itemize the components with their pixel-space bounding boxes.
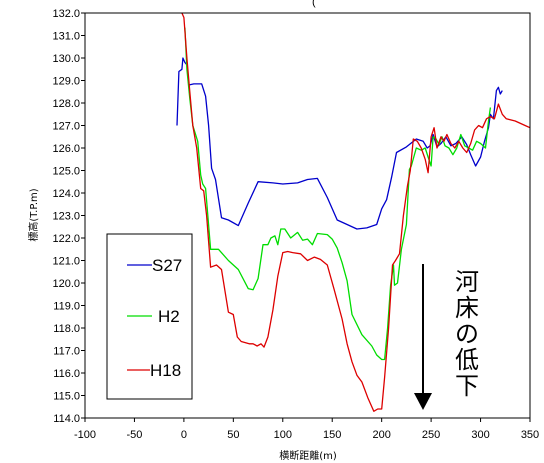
x-tick-label: 300: [471, 429, 489, 441]
y-tick-label: 119.0: [53, 301, 80, 313]
x-tick-label: 150: [323, 429, 341, 441]
down-arrow-icon: [414, 393, 432, 410]
series-line-h2: [184, 27, 492, 361]
y-axis-title: 標高(T.P.m): [27, 188, 40, 241]
plot-area-frame: [84, 12, 531, 419]
legend-label-s27: S27: [152, 256, 182, 275]
x-tick-label: 200: [372, 429, 390, 441]
y-tick-label: 118.0: [53, 323, 80, 335]
series-line-s27: [176, 57, 503, 230]
tick-marks: [81, 12, 531, 422]
x-tick-label: 100: [274, 429, 292, 441]
y-tick-label: 127.0: [52, 121, 80, 133]
y-tick-labels: 114.0 115.0 116.0 117.0 118.0 119.0 120.0 121.0…: [52, 8, 80, 425]
annotation-char: 床: [455, 294, 479, 322]
annotation-char: 河: [455, 268, 479, 296]
y-tick-label: 120.0: [52, 278, 80, 290]
x-tick-label: -100: [74, 429, 96, 441]
y-tick-label: 123.0: [52, 211, 80, 223]
y-tick-label: 131.0: [52, 31, 80, 43]
legend-label-h18: H18: [150, 361, 181, 380]
legend: S27 H2 H18: [106, 233, 193, 400]
y-tick-label: 121.0: [52, 256, 80, 268]
y-tick-label: 129.0: [52, 76, 80, 88]
series-lines: [176, 12, 531, 412]
series-line-h18: [181, 12, 531, 412]
y-tick-label: 132.0: [52, 8, 80, 20]
y-tick-label: 130.0: [52, 53, 80, 65]
y-tick-label: 128.0: [52, 98, 80, 110]
y-tick-label: 125.0: [52, 166, 80, 178]
y-tick-label: 114.0: [53, 413, 80, 425]
y-tick-label: 124.0: [52, 188, 80, 200]
y-tick-label: 122.0: [52, 233, 80, 245]
legend-label-h2: H2: [158, 307, 180, 326]
y-tick-label: 117.0: [53, 346, 80, 358]
y-tick-label: 115.0: [53, 391, 80, 403]
x-tick-label: 350: [521, 429, 539, 441]
x-axis-title: 横断距離(m): [279, 449, 337, 462]
chart-title-fragment: (: [312, 0, 316, 8]
y-tick-label: 116.0: [53, 368, 80, 380]
x-tick-label: -50: [126, 429, 142, 441]
x-tick-label: 250: [422, 429, 440, 441]
y-tick-label: 126.0: [52, 143, 80, 155]
annotation-char: の: [455, 320, 479, 348]
x-tick-labels: -100 -50 0 50 100 150 200 250 300 350: [74, 429, 539, 441]
x-tick-label: 0: [181, 429, 187, 441]
x-tick-label: 50: [227, 429, 239, 441]
annotation-char: 下: [455, 372, 479, 400]
annotation-char: 低: [455, 346, 479, 374]
